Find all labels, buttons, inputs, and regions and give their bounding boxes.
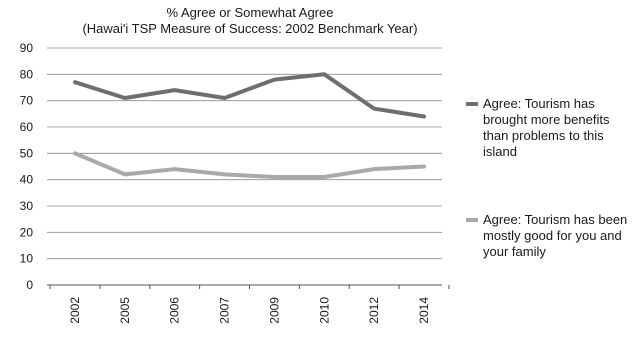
x-tick-label: 2014	[417, 297, 431, 324]
y-tick-label: 50	[20, 146, 34, 160]
x-tick-label: 2009	[267, 297, 281, 324]
y-tick-label: 70	[20, 94, 34, 108]
legend-label-mostly-good: Agree: Tourism has been mostly good for …	[483, 212, 628, 259]
y-tick-label: 60	[20, 120, 34, 134]
series-line-0	[73, 72, 426, 119]
legend-item-benefits: Agree: Tourism has brought more benefits…	[466, 96, 632, 160]
y-tick-label: 90	[20, 41, 34, 55]
x-tick-label: 2010	[317, 297, 331, 324]
x-tick-label: 2012	[367, 297, 381, 324]
legend-item-mostly-good: Agree: Tourism has been mostly good for …	[466, 212, 632, 260]
y-tick-labels: 0 10 20 30 40 50 60 70 80 90	[20, 41, 34, 292]
x-tick-label: 2006	[168, 297, 182, 324]
series-line-1	[73, 151, 426, 179]
y-tick-label: 40	[20, 173, 34, 187]
chart-subtitle: (Hawai'i TSP Measure of Success: 2002 Be…	[82, 21, 418, 36]
series-lines	[73, 72, 426, 179]
legend-label-benefits: Agree: Tourism has brought more benefits…	[483, 96, 610, 159]
y-tick-label: 0	[26, 278, 33, 292]
y-tick-label: 20	[20, 225, 34, 239]
axes	[47, 284, 450, 289]
legend-swatch-benefits	[466, 102, 478, 106]
y-tick-label: 10	[20, 252, 34, 266]
chart-title: % Agree or Somewhat Agree	[166, 5, 334, 20]
gridlines	[47, 47, 442, 260]
y-tick-label: 80	[20, 67, 34, 81]
x-tick-label: 2002	[68, 297, 82, 324]
y-tick-label: 30	[20, 199, 34, 213]
legend-swatch-mostly-good	[466, 218, 478, 222]
x-tick-labels: 2002 2005 2006 2007 2009 2010 2012 2014	[68, 297, 431, 324]
x-tick-label: 2005	[118, 297, 132, 324]
x-tick-label: 2007	[218, 297, 232, 324]
